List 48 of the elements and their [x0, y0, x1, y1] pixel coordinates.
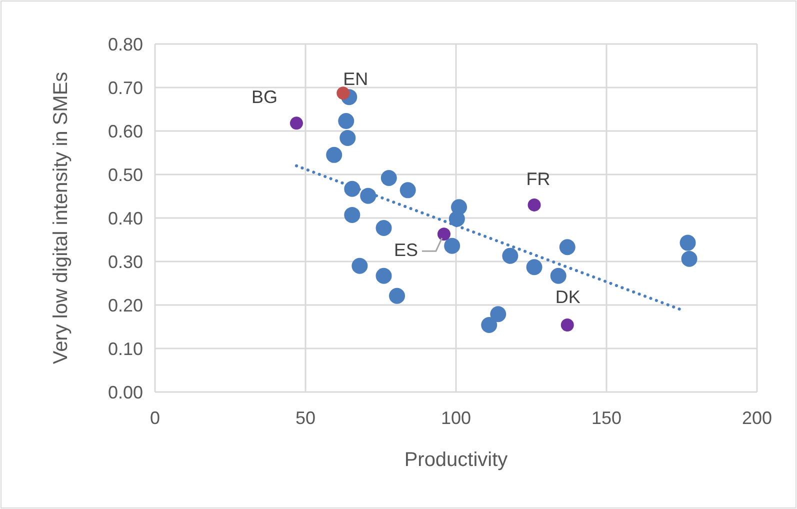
- point: [340, 130, 356, 146]
- point: [389, 288, 406, 304]
- point: [528, 198, 541, 212]
- y-tick-label: 0.30: [108, 252, 143, 272]
- annotation: BG: [251, 87, 278, 108]
- point: [448, 210, 465, 227]
- point: [380, 170, 397, 186]
- y-tick-label: 0.70: [108, 78, 143, 98]
- point: [481, 317, 498, 334]
- point: [681, 250, 698, 267]
- point: [376, 268, 392, 284]
- annotation: ES: [394, 240, 418, 260]
- annotation: EN: [343, 69, 368, 90]
- point: [437, 228, 450, 241]
- point: [352, 258, 368, 274]
- y-tick-label: 0.80: [108, 34, 143, 54]
- point: [400, 182, 416, 198]
- x-tick-label: 150: [591, 408, 622, 428]
- x-axis-title: Productivity: [404, 449, 508, 471]
- point: [376, 220, 392, 236]
- point: [344, 206, 360, 223]
- x-tick-label: 0: [150, 408, 160, 428]
- x-tick-label: 100: [440, 408, 472, 428]
- y-tick-label: 0.60: [108, 121, 143, 142]
- y-tick-label: 0.10: [108, 338, 143, 359]
- y-tick-label: 0.40: [108, 208, 143, 228]
- point: [490, 306, 506, 322]
- point: [550, 268, 566, 284]
- point: [290, 116, 303, 130]
- x-tick-label: 50: [295, 408, 316, 428]
- point: [559, 239, 576, 256]
- point: [336, 86, 350, 100]
- y-tick-label: 0.00: [108, 382, 143, 402]
- annotation: FR: [526, 168, 550, 189]
- annotation: DK: [555, 287, 580, 308]
- point: [344, 180, 360, 197]
- point: [326, 146, 342, 163]
- y-tick-label: 0.50: [108, 164, 143, 185]
- y-tick-label: 0.20: [108, 295, 143, 316]
- point: [338, 112, 354, 129]
- point: [680, 234, 696, 251]
- point: [526, 259, 542, 276]
- point: [444, 238, 460, 254]
- x-tick-label: 200: [742, 408, 772, 428]
- y-axis-title: Very low digital intensity in SMEs: [50, 72, 72, 364]
- point: [360, 188, 376, 204]
- point: [502, 248, 518, 264]
- point: [560, 318, 574, 332]
